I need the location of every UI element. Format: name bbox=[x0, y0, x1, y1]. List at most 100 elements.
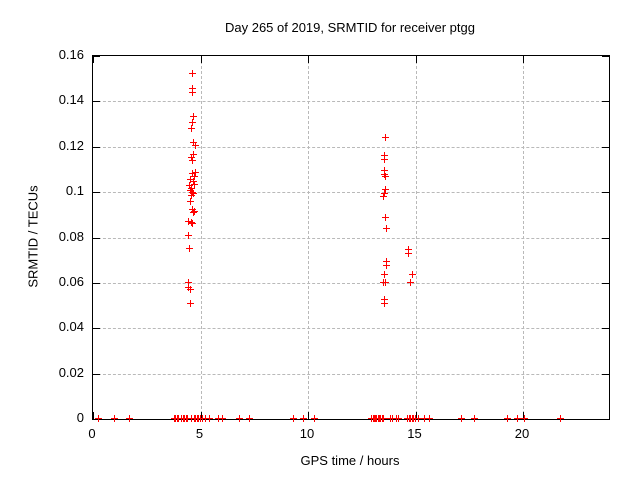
data-point-marker bbox=[185, 284, 193, 292]
y-gridline bbox=[93, 373, 609, 375]
x-axis-label: GPS time / hours bbox=[300, 453, 400, 468]
data-point-marker bbox=[126, 415, 134, 422]
data-point-marker bbox=[389, 415, 397, 422]
data-point-marker bbox=[188, 153, 196, 161]
data-point-marker bbox=[383, 261, 391, 269]
x-tick-label: 15 bbox=[407, 426, 422, 441]
data-point-marker bbox=[190, 207, 198, 215]
x-tick-bottom bbox=[93, 412, 94, 419]
data-point-marker bbox=[189, 188, 197, 196]
data-point-marker bbox=[186, 182, 194, 190]
data-point-marker bbox=[415, 415, 423, 422]
chart-title: Day 265 of 2019, SRMTID for receiver ptg… bbox=[224, 20, 475, 35]
data-point-marker bbox=[557, 415, 565, 422]
data-point-marker bbox=[95, 415, 103, 422]
data-point-marker bbox=[405, 245, 413, 253]
data-point-marker bbox=[457, 415, 465, 422]
y-tick-right bbox=[602, 419, 609, 420]
x-tick-label: 0 bbox=[88, 426, 96, 441]
y-tick-left bbox=[93, 419, 100, 420]
data-point-marker bbox=[185, 231, 193, 239]
data-point-marker bbox=[380, 166, 388, 174]
data-point-marker bbox=[381, 214, 389, 222]
x-tick-label: 10 bbox=[299, 426, 315, 441]
data-point-marker bbox=[189, 178, 197, 186]
x-tick-bottom bbox=[415, 412, 417, 419]
data-point-marker bbox=[190, 150, 198, 158]
y-tick-right bbox=[602, 373, 609, 375]
data-point-marker bbox=[189, 156, 197, 164]
data-point-marker bbox=[186, 186, 194, 194]
y-gridline bbox=[93, 237, 609, 239]
y-gridline bbox=[93, 146, 609, 148]
y-tick-right bbox=[602, 101, 609, 103]
data-point-marker bbox=[411, 415, 419, 422]
data-point-marker bbox=[420, 415, 428, 422]
data-point-marker bbox=[381, 172, 389, 180]
y-tick-left bbox=[93, 282, 100, 284]
y-tick-right bbox=[602, 282, 609, 284]
data-point-marker bbox=[188, 118, 196, 126]
data-point-marker bbox=[521, 415, 529, 422]
x-tick-label: 5 bbox=[195, 426, 204, 441]
data-point-marker bbox=[426, 415, 434, 422]
data-point-marker bbox=[381, 186, 389, 194]
data-point-marker bbox=[190, 139, 198, 147]
y-tick-right bbox=[602, 328, 609, 330]
y-gridline bbox=[93, 328, 609, 330]
data-point-marker bbox=[379, 192, 387, 200]
data-point-marker bbox=[380, 155, 388, 163]
data-point-marker bbox=[187, 219, 195, 227]
x-tick-bottom bbox=[200, 412, 202, 419]
y-tick-label: 0.12 bbox=[58, 137, 84, 153]
data-point-marker bbox=[188, 84, 196, 92]
y-tick-right bbox=[602, 146, 609, 148]
data-point-marker bbox=[187, 286, 195, 294]
data-point-marker bbox=[187, 185, 195, 193]
y-tick-label: 0.02 bbox=[58, 364, 84, 380]
data-point-marker bbox=[185, 217, 193, 225]
data-point-marker bbox=[187, 124, 195, 132]
data-point-marker bbox=[190, 113, 198, 121]
y-tick-left bbox=[93, 373, 100, 375]
y-tick-label: 0.16 bbox=[58, 47, 84, 62]
y-tick-left bbox=[93, 192, 100, 194]
y-tick-label: 0.06 bbox=[58, 273, 84, 289]
y-tick-label: 0.08 bbox=[58, 228, 84, 244]
data-point-marker bbox=[189, 220, 197, 228]
data-point-marker bbox=[289, 415, 297, 422]
data-point-marker bbox=[215, 415, 223, 422]
y-gridline bbox=[93, 192, 609, 194]
data-point-marker bbox=[187, 176, 195, 184]
data-point-marker bbox=[190, 190, 198, 198]
x-tick-bottom bbox=[523, 412, 524, 419]
x-tick-top bbox=[523, 56, 524, 63]
data-point-marker bbox=[382, 225, 390, 233]
y-tick-label: 0.04 bbox=[58, 319, 84, 335]
x-tick-top bbox=[200, 56, 202, 63]
y-tick-left bbox=[93, 328, 100, 330]
data-point-marker bbox=[503, 415, 511, 422]
data-point-marker bbox=[381, 299, 389, 307]
y-tick-left bbox=[93, 101, 100, 103]
y-tick-left bbox=[93, 237, 100, 239]
data-point-marker bbox=[191, 141, 199, 149]
data-point-marker bbox=[111, 415, 119, 422]
data-point-marker bbox=[246, 415, 254, 422]
data-point-marker bbox=[381, 279, 389, 287]
data-point-marker bbox=[405, 250, 413, 258]
y-tick-left bbox=[93, 56, 100, 57]
y-tick-label: 0 bbox=[76, 410, 84, 425]
data-point-marker bbox=[205, 415, 213, 422]
data-point-marker bbox=[189, 206, 197, 214]
data-point-marker bbox=[236, 415, 244, 422]
data-point-marker bbox=[381, 295, 389, 303]
data-point-marker bbox=[188, 70, 196, 78]
data-point-marker bbox=[380, 189, 388, 197]
data-point-marker bbox=[471, 415, 479, 422]
y-tick-right bbox=[602, 56, 609, 57]
data-point-marker bbox=[188, 89, 196, 97]
data-point-marker bbox=[187, 197, 195, 205]
data-point-marker bbox=[514, 415, 522, 422]
